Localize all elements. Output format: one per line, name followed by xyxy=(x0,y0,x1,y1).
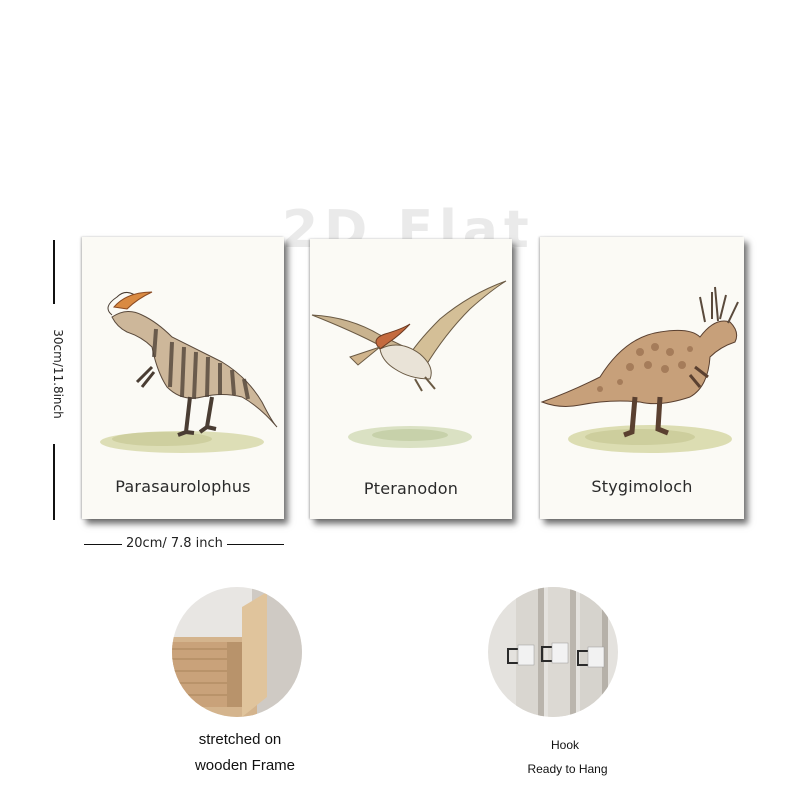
print-title: Pteranodon xyxy=(363,479,459,498)
hook-caption-line2: Ready to Hang xyxy=(527,762,608,776)
frame-caption-line1: stretched on xyxy=(198,731,282,748)
stygimoloch-illustration xyxy=(540,286,739,453)
canvas-print-stygimoloch: Stygimoloch xyxy=(540,237,744,519)
hook-caption-line1: Hook xyxy=(550,738,579,752)
parasaurolophus-illustration xyxy=(100,291,278,453)
print-title: Parasaurolophus xyxy=(115,477,251,496)
print-title: Stygimoloch xyxy=(591,477,693,496)
hook-closeup-icon xyxy=(488,587,618,717)
frame-caption-line2: wooden Frame xyxy=(194,757,296,774)
width-dimension-label: 20cm/ 7.8 inch xyxy=(122,536,227,551)
wooden-frame-corner-icon xyxy=(172,587,302,717)
canvas-print-parasaurolophus: Parasaurolophus xyxy=(82,237,284,519)
pteranodon-illustration xyxy=(311,280,507,448)
canvas-print-pteranodon: Pteranodon xyxy=(310,239,512,519)
height-dimension-label: 30cm/11.8inch xyxy=(51,304,65,444)
